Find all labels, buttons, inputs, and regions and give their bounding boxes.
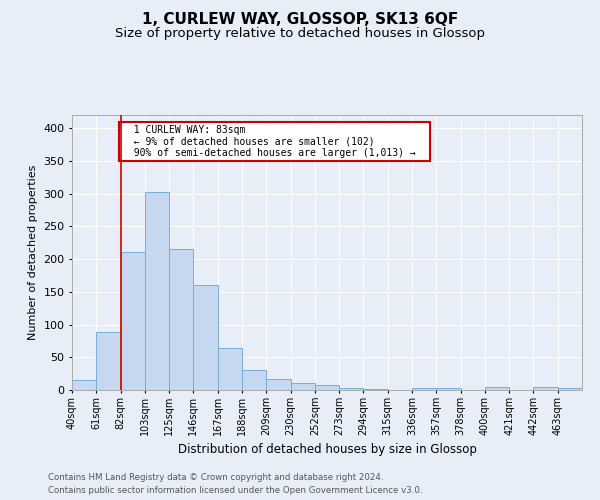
Bar: [290, 384, 315, 390]
Bar: [436, 388, 461, 390]
Bar: [339, 388, 364, 390]
Text: 1, CURLEW WAY, GLOSSOP, SK13 6QF: 1, CURLEW WAY, GLOSSOP, SK13 6QF: [142, 12, 458, 28]
Bar: [315, 386, 339, 390]
Bar: [193, 285, 218, 390]
Y-axis label: Number of detached properties: Number of detached properties: [28, 165, 38, 340]
X-axis label: Distribution of detached houses by size in Glossop: Distribution of detached houses by size …: [178, 444, 476, 456]
Text: 1 CURLEW WAY: 83sqm  
  ← 9% of detached houses are smaller (102)  
  90% of sem: 1 CURLEW WAY: 83sqm ← 9% of detached hou…: [122, 125, 427, 158]
Bar: [364, 388, 388, 390]
Text: Size of property relative to detached houses in Glossop: Size of property relative to detached ho…: [115, 28, 485, 40]
Bar: [412, 388, 436, 390]
Bar: [558, 388, 582, 390]
Bar: [96, 332, 121, 390]
Text: Contains HM Land Registry data © Crown copyright and database right 2024.: Contains HM Land Registry data © Crown c…: [48, 474, 383, 482]
Text: Contains public sector information licensed under the Open Government Licence v3: Contains public sector information licen…: [48, 486, 422, 495]
Bar: [218, 348, 242, 390]
Bar: [242, 370, 266, 390]
Bar: [533, 388, 558, 390]
Bar: [72, 380, 96, 390]
Bar: [485, 388, 509, 390]
Bar: [121, 252, 145, 390]
Bar: [169, 249, 193, 390]
Bar: [145, 192, 169, 390]
Bar: [266, 379, 290, 390]
